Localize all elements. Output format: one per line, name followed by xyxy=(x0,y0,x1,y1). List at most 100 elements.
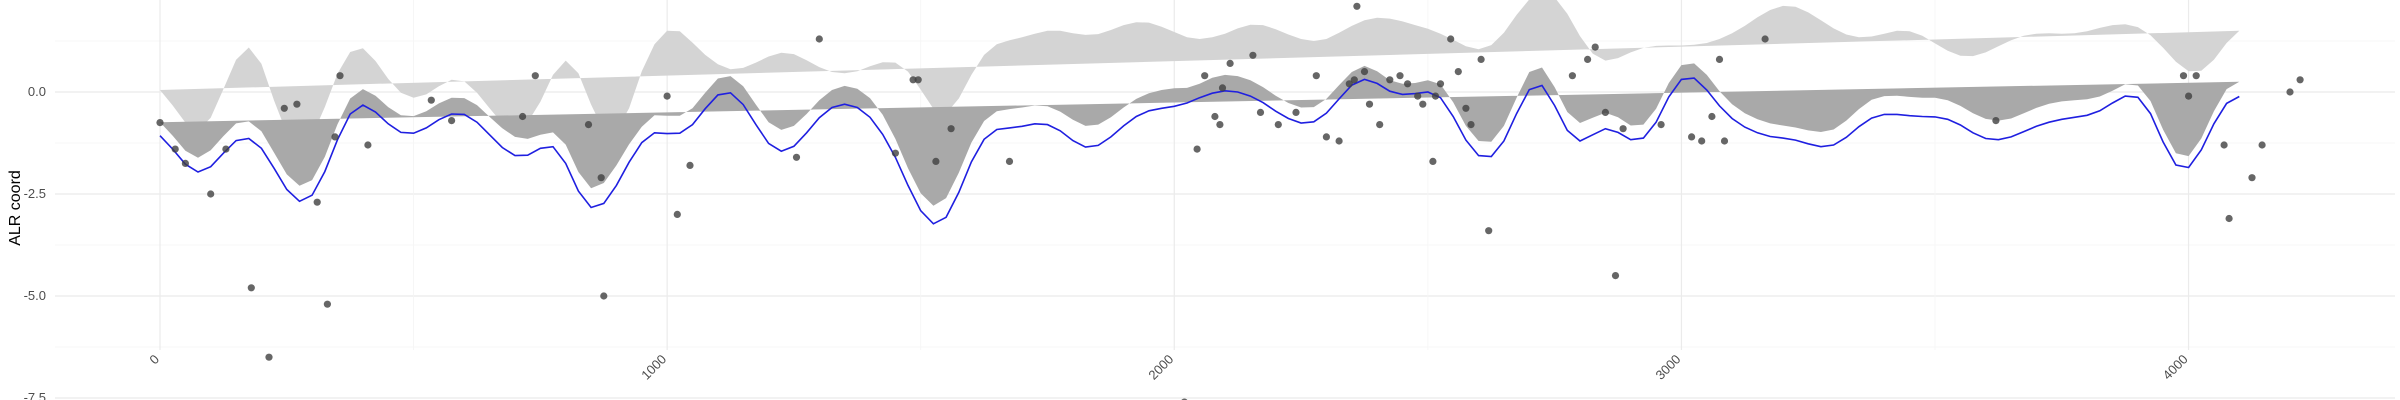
y-tick-label: -2.5 xyxy=(24,186,46,201)
data-point xyxy=(2192,72,2200,80)
data-point xyxy=(584,121,593,129)
data-point xyxy=(1256,108,1265,116)
data-point xyxy=(1601,108,1609,116)
data-point xyxy=(673,210,681,218)
x-tick-label: 2000 xyxy=(1145,352,1176,383)
x-tick-label: 0 xyxy=(146,352,162,368)
data-point xyxy=(2185,92,2193,100)
data-point xyxy=(792,153,801,161)
data-point xyxy=(427,96,435,104)
data-point xyxy=(1447,35,1455,43)
data-point xyxy=(1353,2,1361,10)
data-point xyxy=(1396,72,1404,80)
data-point xyxy=(1218,84,1227,92)
data-point xyxy=(171,145,179,153)
y-axis-ticks: -7.5-5.0-2.50.02.5 xyxy=(24,84,46,400)
data-point xyxy=(293,100,301,108)
data-point xyxy=(1292,108,1300,116)
data-point xyxy=(1591,43,1599,51)
data-point xyxy=(1335,137,1343,145)
mean-line xyxy=(159,77,2240,225)
data-point xyxy=(280,104,288,112)
data-point xyxy=(1688,133,1696,141)
data-point xyxy=(1376,121,1384,129)
data-point xyxy=(1611,272,1620,280)
data-point xyxy=(336,72,344,80)
data-point xyxy=(331,133,339,141)
data-point xyxy=(1350,76,1358,84)
data-point xyxy=(1761,35,1769,43)
x-axis-ticks: 0 1000 2000 3000 4000 xyxy=(146,352,2190,383)
data-point xyxy=(2258,141,2266,149)
mean-line-layer xyxy=(159,77,2240,225)
data-point xyxy=(1312,72,1320,80)
data-point xyxy=(1201,72,1209,80)
data-point xyxy=(313,198,321,206)
y-tick-label: -7.5 xyxy=(24,390,46,400)
data-point xyxy=(2296,76,2304,84)
data-point xyxy=(323,300,331,308)
data-point xyxy=(2220,141,2228,149)
data-point xyxy=(1419,100,1427,108)
data-point xyxy=(1226,59,1234,67)
data-point xyxy=(1414,92,1422,100)
inner-credible-band xyxy=(160,63,2240,206)
data-point xyxy=(914,76,922,84)
data-point xyxy=(156,119,164,127)
y-tick-label: 0.0 xyxy=(28,84,46,99)
x-tick-label: 1000 xyxy=(638,352,669,383)
data-point xyxy=(1386,76,1394,84)
data-point xyxy=(1708,112,1716,121)
data-point xyxy=(1005,157,1014,165)
data-point xyxy=(891,149,900,157)
data-point xyxy=(600,292,608,300)
data-point xyxy=(1477,55,1485,64)
data-point xyxy=(1216,121,1224,129)
data-point xyxy=(1249,51,1257,59)
data-point xyxy=(1360,68,1369,76)
data-point xyxy=(597,174,605,182)
data-point xyxy=(181,159,189,167)
data-point xyxy=(932,157,940,165)
data-point xyxy=(364,141,372,149)
data-point xyxy=(1485,227,1493,235)
x-tick-label: 3000 xyxy=(1652,352,1683,383)
data-point xyxy=(2225,214,2233,223)
data-point xyxy=(1698,137,1706,145)
data-point xyxy=(247,284,255,292)
data-point xyxy=(1462,104,1470,112)
data-point xyxy=(1193,145,1201,153)
data-point xyxy=(448,117,456,125)
data-point xyxy=(1454,68,1462,76)
data-point xyxy=(1584,55,1592,64)
observation-points xyxy=(156,2,2304,400)
data-point xyxy=(1657,121,1665,129)
data-point xyxy=(1404,80,1412,88)
x-tick-label: 4000 xyxy=(2160,352,2191,383)
data-point xyxy=(1211,112,1219,121)
data-point xyxy=(1322,133,1330,141)
data-point xyxy=(686,161,694,169)
data-point xyxy=(1345,80,1353,88)
data-point xyxy=(2248,174,2256,182)
data-point xyxy=(265,353,273,361)
data-point xyxy=(1274,121,1282,129)
data-point xyxy=(1619,125,1627,133)
data-point xyxy=(1431,92,1440,100)
data-point xyxy=(1429,157,1437,165)
data-point xyxy=(1365,100,1374,108)
data-point xyxy=(222,145,230,153)
outer-credible-band xyxy=(160,0,2240,147)
data-point xyxy=(815,35,823,43)
data-point xyxy=(947,125,955,133)
data-point xyxy=(1436,80,1445,88)
y-axis-title: ALR coord xyxy=(7,170,24,246)
data-point xyxy=(1992,117,2000,125)
data-point xyxy=(1568,72,1576,80)
data-point xyxy=(1720,137,1729,145)
data-point xyxy=(1467,121,1475,129)
data-point xyxy=(909,76,917,84)
data-point xyxy=(519,112,527,121)
data-point xyxy=(207,190,215,198)
